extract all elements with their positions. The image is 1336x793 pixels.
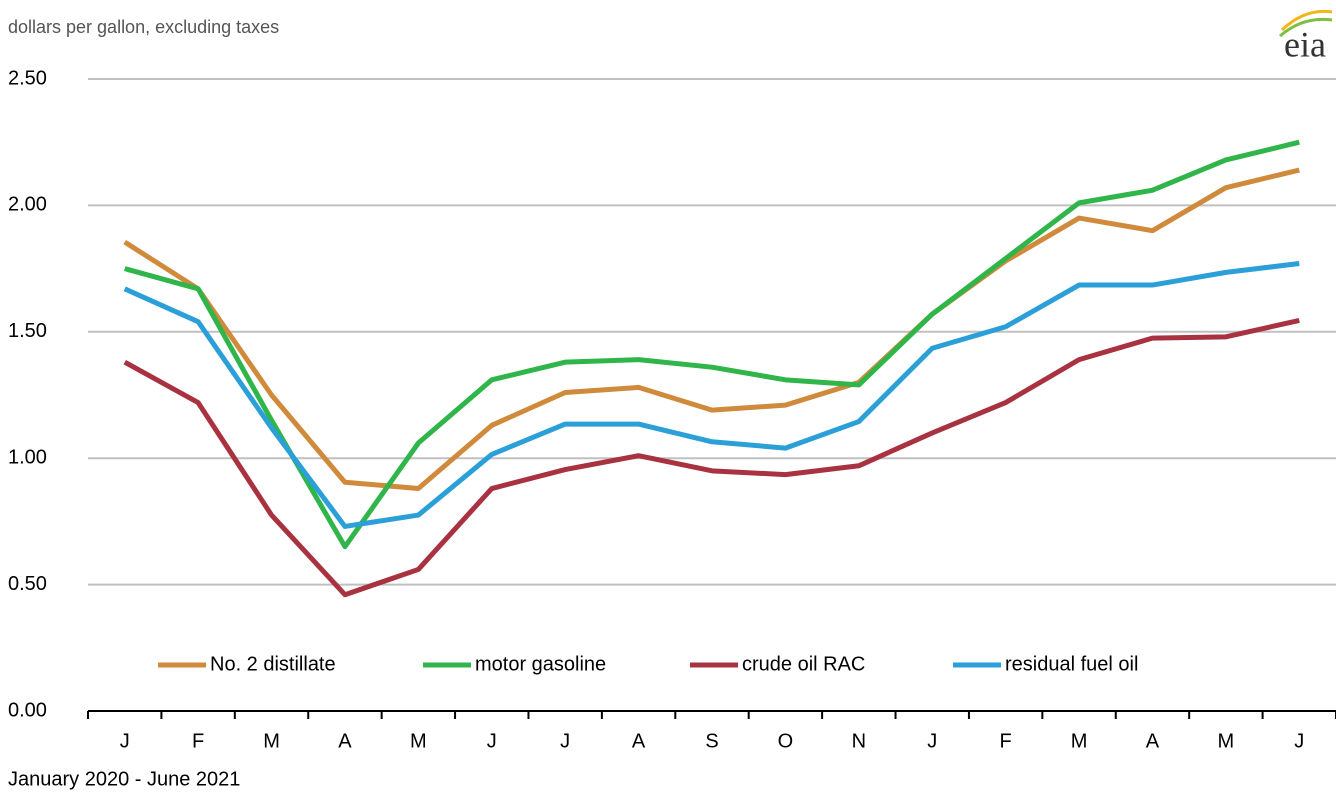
y-tick-label: 2.00: [8, 194, 47, 216]
subtitle: dollars per gallon, excluding taxes: [8, 17, 279, 37]
x-tick-label: F: [192, 730, 204, 752]
x-tick-label: N: [852, 730, 866, 752]
y-tick-label: 1.00: [8, 446, 47, 468]
x-tick-label: J: [487, 730, 497, 752]
x-tick-label: M: [1071, 730, 1088, 752]
series-line: [124, 139, 1300, 550]
x-tick-label: J: [927, 730, 937, 752]
x-tick-label: O: [778, 730, 794, 752]
series-line: [123, 167, 1300, 492]
legend-label: motor gasoline: [475, 653, 606, 675]
x-tick-label: M: [410, 730, 427, 752]
series-line: [123, 317, 1300, 598]
x-tick-label: F: [1000, 730, 1012, 752]
y-tick-label: 1.50: [8, 320, 47, 342]
y-tick-label: 0.50: [8, 573, 47, 595]
y-tick-label: 2.50: [8, 67, 47, 89]
x-tick-label: A: [338, 730, 352, 752]
x-tick-label: A: [632, 730, 646, 752]
x-tick-label: A: [1146, 730, 1160, 752]
x-tick-label: S: [705, 730, 718, 752]
x-axis-label: January 2020 - June 2021: [8, 768, 240, 790]
legend-label: crude oil RAC: [742, 653, 865, 675]
legend-label: No. 2 distillate: [210, 653, 336, 675]
x-tick-label: M: [263, 730, 280, 752]
y-tick-label: 0.00: [8, 699, 47, 721]
legend-label: residual fuel oil: [1005, 653, 1138, 675]
x-tick-label: J: [1294, 730, 1304, 752]
logo-arc: [1280, 9, 1333, 32]
x-tick-label: M: [1218, 730, 1235, 752]
x-tick-label: J: [560, 730, 570, 752]
series-line: [123, 261, 1300, 529]
x-tick-label: J: [120, 730, 130, 752]
logo-arc: [1279, 17, 1333, 38]
logo: eia: [1284, 24, 1326, 64]
